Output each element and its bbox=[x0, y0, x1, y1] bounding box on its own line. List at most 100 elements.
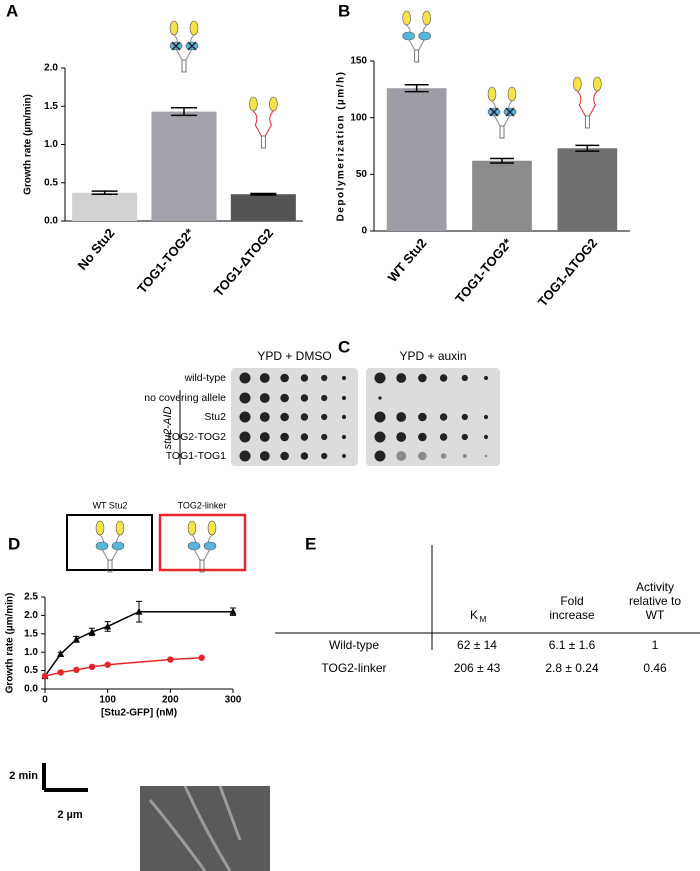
tog-domain bbox=[111, 541, 125, 551]
coiled-coil bbox=[584, 115, 590, 129]
scale-label: 2 min bbox=[9, 770, 38, 782]
x-axis-label: [Stu2-GFP] (nM) bbox=[101, 708, 177, 719]
error-bar bbox=[250, 192, 277, 196]
spot bbox=[239, 411, 251, 423]
point bbox=[198, 654, 205, 661]
panel-letter: C bbox=[338, 337, 350, 356]
tog-domain bbox=[95, 520, 105, 536]
plate-condition: YPD + auxin bbox=[399, 349, 466, 363]
tog-domain bbox=[507, 86, 517, 102]
spot bbox=[378, 396, 382, 400]
spot bbox=[418, 451, 427, 461]
point bbox=[88, 663, 96, 671]
mutation bbox=[187, 41, 197, 51]
x-tick-label: TOG1-TOG2* bbox=[134, 225, 197, 296]
spot bbox=[321, 413, 328, 421]
mutation bbox=[171, 41, 181, 51]
tog-domain bbox=[203, 541, 217, 551]
x-tick-label: No Stu2 bbox=[75, 225, 118, 272]
spot bbox=[483, 375, 489, 381]
y-tick-label: 0.0 bbox=[44, 216, 58, 227]
panel-letter: A bbox=[6, 1, 18, 20]
linker bbox=[576, 90, 586, 117]
column-header: relative to bbox=[629, 594, 681, 608]
x-tick-label: TOG1-ΔTOG2 bbox=[211, 225, 276, 299]
y-tick-label: 0.0 bbox=[24, 684, 38, 695]
error-bar bbox=[170, 107, 198, 117]
x-tick-label: TOG1-ΔTOG2 bbox=[535, 235, 600, 309]
bar bbox=[151, 111, 217, 221]
x-tick-label: 200 bbox=[162, 695, 179, 706]
group-label: stu2-AID bbox=[162, 407, 174, 450]
y-axis-label: Depolymerization (µm/h) bbox=[336, 71, 347, 222]
spot bbox=[396, 373, 407, 383]
tog-domain bbox=[418, 31, 431, 41]
spot bbox=[374, 411, 386, 423]
spot bbox=[439, 413, 448, 421]
construct-icon bbox=[187, 520, 217, 573]
y-tick-label: 0.5 bbox=[24, 665, 38, 676]
kymograph-track bbox=[148, 785, 242, 871]
tog-domain bbox=[187, 541, 201, 551]
error-bar bbox=[404, 84, 429, 93]
spot bbox=[300, 452, 309, 460]
spot bbox=[461, 413, 468, 421]
spot bbox=[300, 394, 309, 402]
construct-icon bbox=[169, 20, 199, 73]
spot bbox=[461, 433, 468, 441]
spot bbox=[259, 432, 270, 442]
column-header-sub: M bbox=[480, 615, 487, 624]
legend-box bbox=[66, 514, 153, 571]
spot bbox=[439, 433, 448, 441]
linker bbox=[588, 90, 598, 117]
spot bbox=[321, 452, 328, 460]
y-axis-label: Growth rate (µm/min) bbox=[5, 593, 16, 694]
linker bbox=[252, 110, 262, 137]
point bbox=[104, 622, 112, 630]
point bbox=[41, 672, 49, 680]
spot bbox=[396, 432, 407, 442]
spot bbox=[418, 432, 427, 442]
spot bbox=[239, 392, 251, 404]
plate-condition: YPD + DMSO bbox=[257, 349, 331, 363]
spot bbox=[259, 373, 270, 383]
error-bar bbox=[575, 144, 600, 152]
strain-label: wild-type bbox=[184, 372, 227, 384]
legend-label: WT Stu2 bbox=[93, 500, 128, 510]
spot bbox=[418, 373, 427, 383]
spot bbox=[300, 413, 309, 421]
table-cell: 206 ± 43 bbox=[454, 661, 501, 675]
point bbox=[229, 607, 237, 615]
construct-icon bbox=[95, 520, 125, 573]
mutation bbox=[505, 107, 515, 117]
y-tick-label: 2.0 bbox=[24, 610, 38, 621]
spot bbox=[280, 412, 289, 422]
point bbox=[57, 669, 64, 676]
spot bbox=[239, 431, 251, 443]
spot bbox=[239, 450, 251, 462]
tog-domain bbox=[269, 96, 278, 112]
x-tick-label: 100 bbox=[99, 695, 116, 706]
bar bbox=[72, 192, 138, 221]
table-cell: 0.46 bbox=[643, 661, 667, 675]
coiled-coil bbox=[107, 559, 113, 573]
tog-domain bbox=[169, 20, 179, 36]
y-axis-label: Growth rate (µm/min) bbox=[23, 94, 34, 195]
spot bbox=[439, 374, 448, 382]
point bbox=[135, 607, 143, 615]
bar bbox=[386, 88, 447, 231]
table-cell: 62 ± 14 bbox=[457, 638, 497, 652]
plate bbox=[231, 368, 358, 466]
coiled-coil bbox=[260, 135, 266, 149]
y-tick-label: 2.5 bbox=[24, 592, 38, 603]
spot bbox=[374, 450, 386, 462]
plate bbox=[366, 368, 500, 466]
tog-domain bbox=[249, 96, 258, 112]
column-header: increase bbox=[549, 608, 595, 622]
y-tick-label: 1.0 bbox=[44, 139, 58, 150]
spot bbox=[259, 412, 270, 422]
y-tick-label: 50 bbox=[356, 169, 368, 180]
spot bbox=[321, 433, 328, 441]
spot bbox=[440, 453, 447, 459]
